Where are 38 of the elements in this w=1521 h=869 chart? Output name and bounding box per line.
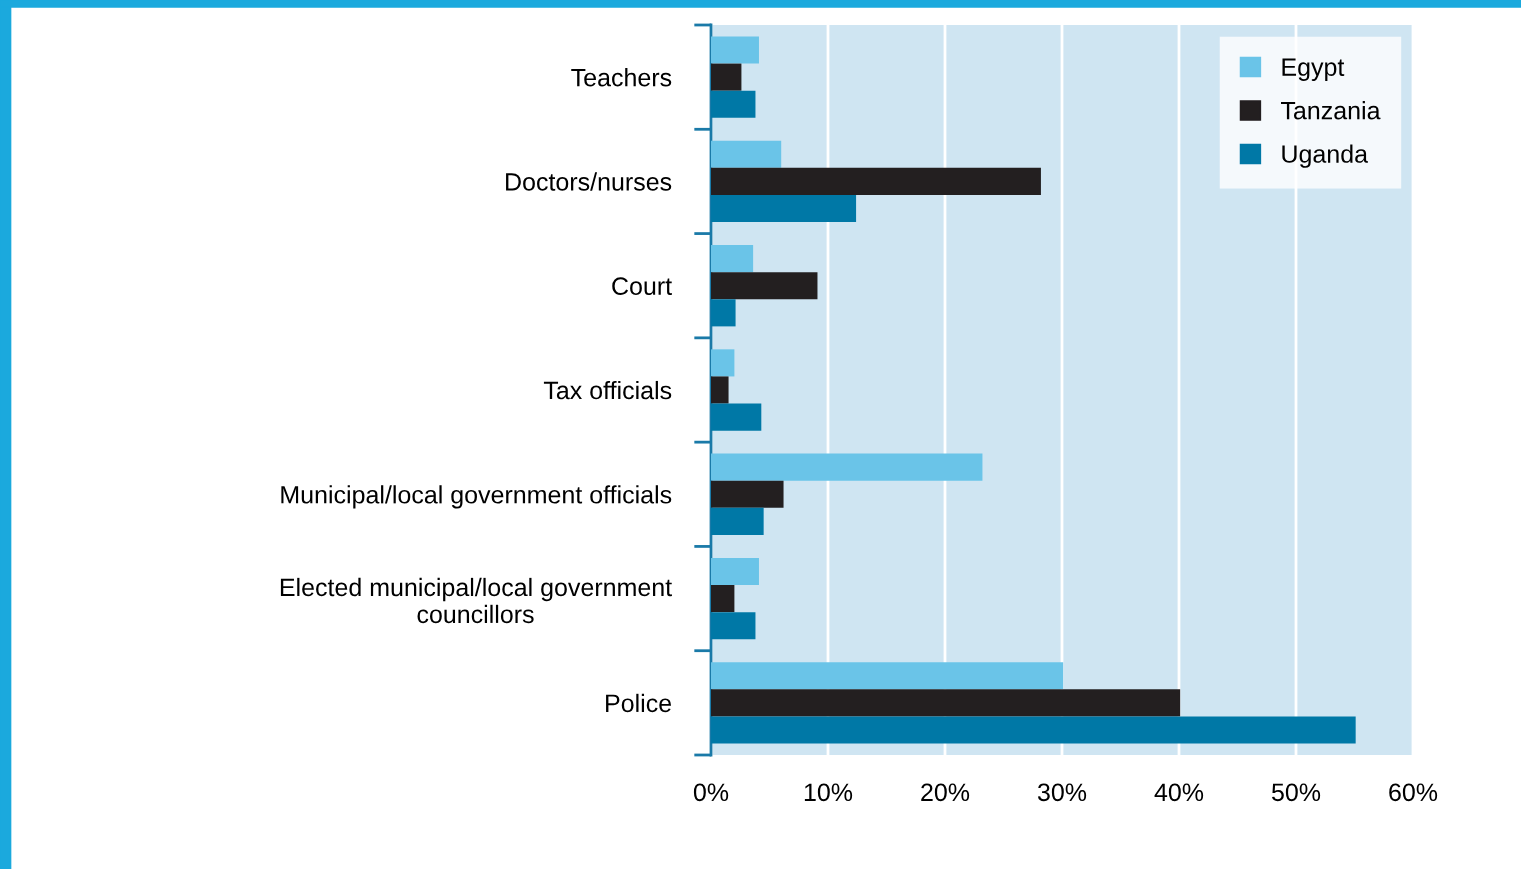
bar: [711, 299, 736, 327]
y-tick-label: Doctors/nurses: [506, 172, 672, 191]
bar: [711, 480, 784, 508]
bar: [711, 612, 756, 640]
bar: [711, 716, 1356, 744]
y-tick-label: Police: [606, 693, 671, 713]
bar: [711, 557, 759, 586]
bar: [711, 585, 735, 613]
legend-label: Tanzania: [1281, 101, 1381, 120]
x-tick-label: 40%: [1154, 783, 1204, 802]
bar: [711, 662, 1064, 690]
x-tick-label: 60%: [1389, 783, 1438, 802]
bar: [711, 453, 983, 481]
bar: [711, 167, 1041, 195]
bar: [711, 272, 818, 300]
bar: [711, 689, 1181, 717]
x-tick-label: 0%: [693, 783, 729, 802]
x-tick-label: 50%: [1271, 783, 1321, 802]
bar: [711, 403, 762, 431]
y-tick-label: Municipal/local government officials: [281, 485, 672, 509]
legend-label: Uganda: [1282, 144, 1369, 168]
y-tick-label: Court: [612, 277, 672, 296]
bar: [711, 63, 742, 91]
bar: [711, 194, 857, 223]
bar: [711, 90, 756, 118]
bar: [711, 349, 735, 377]
legend-label: Egypt: [1282, 58, 1345, 81]
x-tick-label: 20%: [921, 783, 970, 802]
bar: [711, 507, 764, 535]
bar: [711, 140, 782, 168]
y-tick-label: Tax officials: [543, 380, 672, 400]
bar: [711, 36, 759, 64]
bar: [711, 245, 754, 273]
x-tick-label: 30%: [1037, 783, 1087, 802]
x-tick-label: 10%: [804, 783, 853, 802]
y-tick-label: Teachers: [571, 68, 672, 87]
y-tick-label: Elected municipal/local government councillors: [280, 577, 672, 624]
bar: [711, 376, 729, 404]
